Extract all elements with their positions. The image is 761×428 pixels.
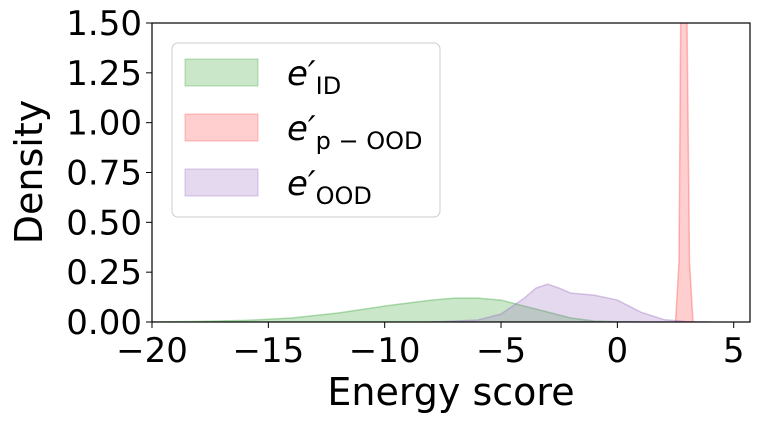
legend-label: e′ID	[287, 54, 341, 100]
density-area	[431, 283, 711, 322]
plot-area	[152, 23, 711, 322]
legend-label-base: e′	[287, 54, 316, 94]
x-tick-label: −15	[232, 331, 304, 371]
x-tick-label: 5	[723, 331, 745, 371]
legend-label-sub: ID	[316, 72, 342, 100]
legend-box	[171, 42, 441, 218]
x-tick-label: −20	[116, 331, 188, 371]
legend-label-sub: OOD	[316, 182, 372, 210]
density-area	[152, 297, 641, 322]
y-tick-label: 0.50	[66, 203, 142, 243]
x-tick-label: −5	[476, 331, 526, 371]
x-tick-label: −10	[349, 331, 421, 371]
density-area	[674, 23, 694, 322]
y-tick-label: 0.00	[66, 303, 142, 343]
legend-label-base: e′	[287, 164, 316, 204]
x-tick-label: 0	[607, 331, 629, 371]
legend-label: e′OOD	[287, 164, 372, 210]
y-tick-label: 1.00	[66, 104, 142, 144]
y-axis-label: Density	[7, 100, 51, 244]
y-tick-label: 1.50	[66, 4, 142, 44]
y-tick-label: 1.25	[66, 54, 142, 94]
legend-label-base: e′	[287, 109, 316, 149]
legend-label-sub: p − OOD	[316, 127, 423, 155]
legend-swatch	[184, 58, 259, 87]
x-axis-label: Energy score	[327, 370, 574, 414]
y-tick-label: 0.25	[66, 253, 142, 293]
legend-swatch	[184, 113, 259, 142]
legend-label: e′p − OOD	[287, 109, 423, 155]
y-tick-label: 0.75	[66, 154, 142, 194]
legend-swatch	[184, 168, 259, 197]
